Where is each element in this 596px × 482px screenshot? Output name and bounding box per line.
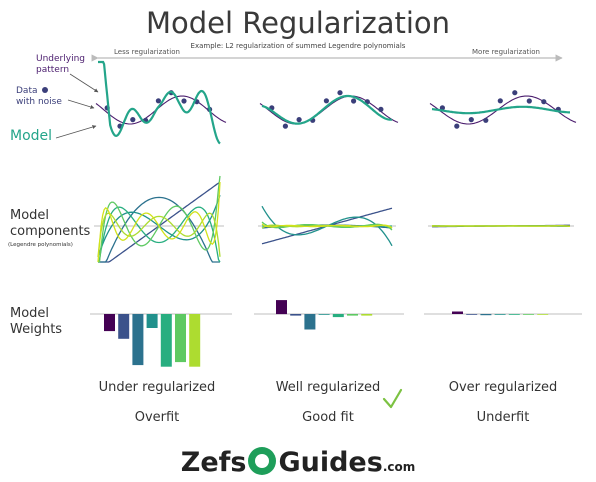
underlying-pattern-label: Underlying pattern <box>36 54 85 75</box>
data-noise-label: Data with noise <box>16 86 62 107</box>
data-point <box>296 117 302 123</box>
data-point <box>541 99 547 105</box>
data-point <box>181 98 187 104</box>
weights-label: Model Weights <box>10 306 63 337</box>
model-curve <box>98 60 221 145</box>
weight-bar <box>276 300 287 315</box>
weight-bar <box>347 314 358 316</box>
column-well-name: Well regularized <box>275 380 381 395</box>
data-point <box>512 90 518 96</box>
weight-bar <box>304 314 316 330</box>
weight-bar <box>480 314 492 316</box>
column-under-name: Under regularized <box>98 380 216 395</box>
dog-icon <box>248 447 277 475</box>
weight-bar <box>361 314 373 316</box>
underlying-pointer <box>69 73 99 93</box>
components-label: Model components <box>10 208 91 239</box>
weight-bar <box>132 314 144 366</box>
data-point <box>130 117 136 123</box>
component-curve <box>261 223 393 229</box>
weight-bar <box>508 314 520 315</box>
weight-bar <box>523 314 534 315</box>
weight-bar <box>332 314 344 318</box>
data-point <box>497 98 503 104</box>
data-point <box>337 90 343 96</box>
model-pointer <box>55 125 97 139</box>
underlying-curve <box>95 95 227 125</box>
component-curve <box>97 212 221 257</box>
weight-bar <box>160 314 172 367</box>
data-point <box>378 106 384 112</box>
weight-bar <box>104 314 115 332</box>
data-point <box>526 98 532 104</box>
data-legend-dot <box>42 87 48 93</box>
underlying-curve <box>259 95 399 125</box>
check-mark <box>382 388 403 409</box>
column-under-fit: Overfit <box>134 410 180 425</box>
model-curve <box>431 105 570 115</box>
weight-bar <box>494 314 506 315</box>
data-point <box>483 117 489 123</box>
data-pointer <box>67 99 95 109</box>
components-note: (Legendre polynomials) <box>8 242 73 248</box>
weight-bar <box>318 314 330 315</box>
data-point <box>439 105 445 111</box>
model-label: Model <box>10 128 53 144</box>
weight-bar <box>537 314 549 315</box>
model-curve <box>261 94 392 125</box>
weight-bar <box>189 314 201 367</box>
data-point <box>323 98 329 104</box>
data-point <box>282 123 288 129</box>
page-subtitle: Example: L2 regularization of summed Leg… <box>190 42 406 50</box>
more-regularization-label: More regularization <box>472 48 540 56</box>
weight-bar <box>452 311 463 314</box>
weight-bar <box>175 314 186 363</box>
zefsguides-logo: Zefs Guides.com <box>180 447 416 478</box>
weight-bar <box>466 314 478 315</box>
weight-bar <box>146 314 158 328</box>
column-over-fit: Underfit <box>476 410 530 425</box>
page-title: Model Regularization <box>145 6 451 40</box>
data-point <box>454 123 460 129</box>
column-well-fit: Good fit <box>302 410 354 425</box>
data-point <box>351 98 357 104</box>
data-point <box>468 117 474 123</box>
less-regularization-label: Less regularization <box>114 48 180 56</box>
weight-bar <box>290 314 302 316</box>
weight-bar <box>118 314 130 339</box>
underlying-curve <box>429 95 577 125</box>
column-over-name: Over regularized <box>448 380 558 395</box>
component-curve <box>97 181 221 263</box>
data-point <box>155 98 161 104</box>
component-curve <box>98 196 220 263</box>
component-curve <box>97 206 221 263</box>
